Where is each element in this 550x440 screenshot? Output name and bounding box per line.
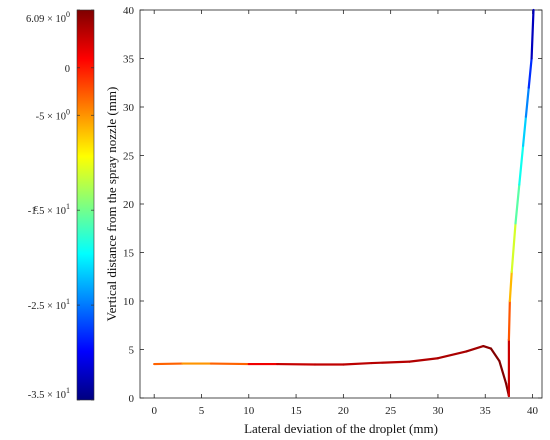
- trajectory-segment: [370, 360, 411, 365]
- trajectory-segment: [527, 57, 533, 89]
- y-tick-label: 20: [123, 199, 135, 211]
- colorbar-tick-exponent: 1: [66, 297, 70, 306]
- trajectory-segment: [482, 345, 493, 350]
- x-tick-label: 20: [338, 405, 350, 417]
- y-tick-label: 35: [123, 54, 135, 66]
- colorbar-tick-exponent: 1: [66, 386, 70, 395]
- trajectory-segment: [507, 299, 511, 341]
- trajectory-segment: [408, 357, 440, 363]
- trajectory-segment: [510, 222, 517, 273]
- colorbar-tick-label: -3.5 × 101: [28, 386, 70, 401]
- plot-axes: 0 5 10 15 20 25 30 35 40 0 5 10 15 20 25 30 35 40: [123, 5, 543, 417]
- trajectory-segment: [489, 347, 501, 363]
- x-tick-label: 10: [243, 405, 255, 417]
- colorbar-tick-mantissa: -1.5: [28, 206, 45, 217]
- trajectory-segment: [508, 270, 513, 303]
- colorbar-tick-exponent: 1: [66, 202, 70, 211]
- trajectory-segment: [436, 350, 468, 360]
- colorbar-tick-label: -5 × 100: [36, 107, 70, 122]
- colorbar-tick-exponent: 0: [66, 107, 70, 116]
- x-tick-label: 25: [385, 405, 397, 417]
- x-axis-label: Lateral deviation of the droplet (mm): [244, 421, 438, 436]
- colorbar-tick-mantissa: 0: [65, 64, 70, 75]
- x-tick-label: 15: [291, 405, 303, 417]
- trajectory-segment: [524, 86, 530, 118]
- colorbar-tick-label: -2.5 × 101: [28, 297, 70, 312]
- trajectory-segment: [342, 361, 373, 366]
- y-tick-label: 10: [123, 296, 135, 308]
- trajectory-series: [153, 8, 535, 398]
- trajectory-segment: [465, 345, 485, 353]
- y-tick-label: 25: [123, 151, 135, 163]
- x-tick-label: 30: [432, 405, 444, 417]
- trajectory-segment: [518, 144, 525, 186]
- colorbar-tick-mantissa: -2.5: [28, 301, 45, 312]
- x-axis-ticks: 0 5 10 15 20 25 30 35 40: [151, 10, 539, 417]
- colorbar-tick-mantissa: -3.5: [28, 390, 45, 401]
- y-tick-label: 0: [129, 393, 135, 405]
- trajectory-segment: [498, 360, 508, 385]
- x-tick-label: 5: [199, 405, 205, 417]
- trajectory-segment: [521, 115, 528, 147]
- trajectory-segment: [530, 8, 535, 60]
- y-axis-label: Vertical distance from the spray nozzle …: [104, 87, 119, 322]
- x-tick-label: 0: [151, 405, 157, 417]
- plot-frame: [139, 9, 543, 399]
- colorbar-tick-mantissa: -5: [36, 111, 45, 122]
- x-tick-label: 40: [527, 405, 539, 417]
- colorbar-tick-label: 0: [65, 64, 70, 75]
- colorbar-tick-label: 6.09 × 100: [26, 10, 70, 25]
- y-axis-ticks: 0 5 10 15 20 25 30 35 40: [123, 5, 542, 405]
- trajectory-segment: [514, 183, 521, 225]
- colorbar-tick-exponent: 0: [66, 10, 70, 19]
- y-tick-label: 40: [123, 5, 135, 17]
- colorbar-label: ε: [34, 203, 39, 214]
- y-tick-label: 5: [129, 345, 135, 357]
- x-tick-label: 35: [480, 405, 492, 417]
- y-tick-label: 15: [123, 248, 135, 260]
- y-tick-label: 30: [123, 102, 135, 114]
- colorbar-tick-label: -1.5 × 101: [28, 202, 70, 217]
- colorbar-tick-mantissa: 6.09: [26, 14, 44, 25]
- colorbar-gradient: [76, 9, 95, 401]
